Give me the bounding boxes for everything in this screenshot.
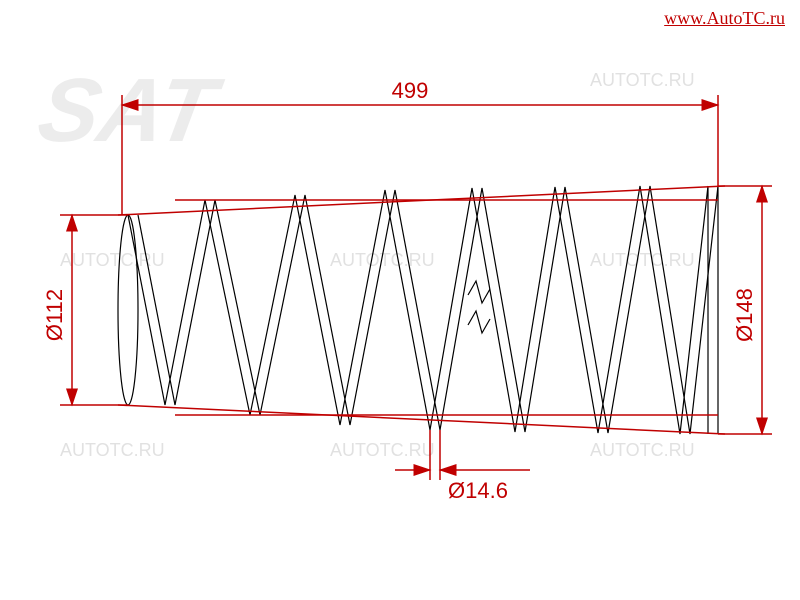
dim-length-text: 499 (392, 78, 429, 103)
dim-dia-left: Ø112 (42, 215, 128, 405)
dim-length: 499 (122, 78, 718, 215)
dim-dia-left-text: Ø112 (42, 289, 67, 341)
dim-dia-right-text: Ø148 (732, 288, 757, 342)
dim-wire: Ø14.6 (395, 430, 530, 503)
spring-diagram: 499 Ø112 Ø148 Ø14.6 (0, 0, 800, 600)
dim-wire-text: Ø14.6 (448, 478, 508, 503)
spring-body (118, 186, 718, 434)
dim-dia-right: Ø148 (718, 186, 772, 434)
